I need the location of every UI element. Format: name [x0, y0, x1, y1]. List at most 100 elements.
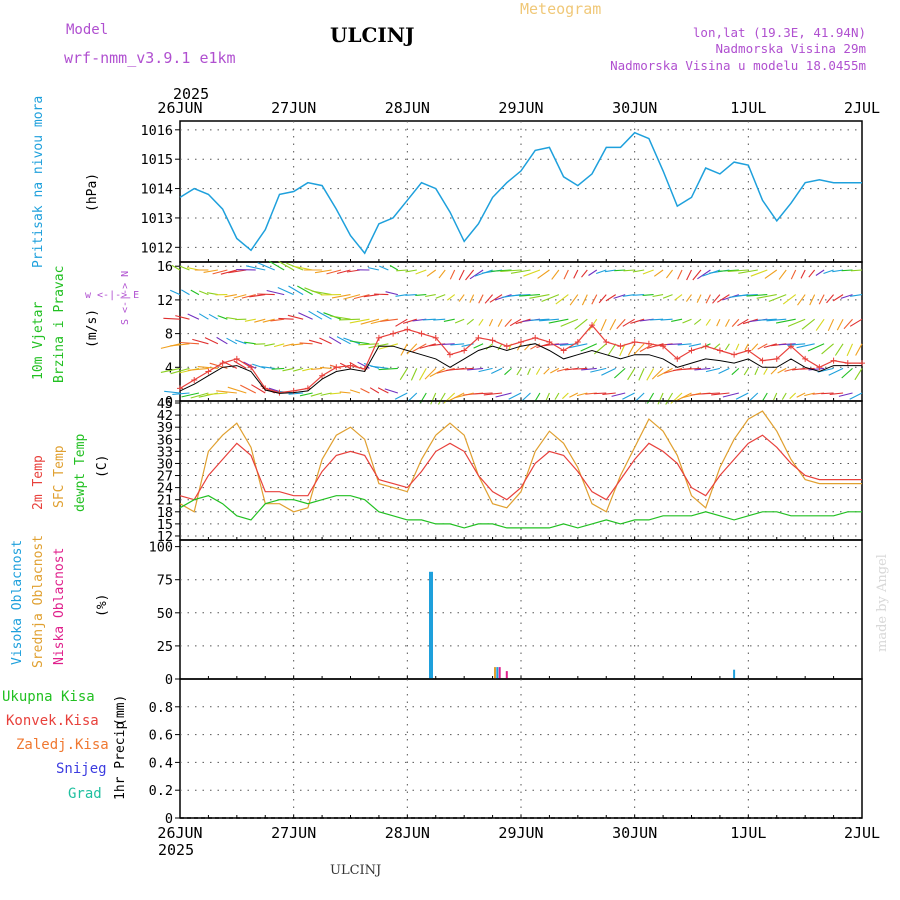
- elevation-text: Nadmorska Visina 29m: [715, 41, 866, 56]
- wind-speed-marker: [418, 330, 425, 337]
- wind-arrow: [495, 392, 512, 398]
- wind-arrow: [705, 367, 721, 373]
- wind-arrow: [718, 367, 730, 374]
- wind-legend-we: w <-|-> E: [85, 290, 139, 301]
- wind-mean-line: [179, 343, 862, 394]
- wind-arrow: [169, 289, 181, 296]
- wind-arrow: [314, 269, 332, 274]
- wind-arrow: [796, 343, 815, 349]
- wind-arrow: [694, 367, 711, 371]
- precip-unit: (mm): [113, 695, 128, 726]
- cloud-bar: [494, 667, 496, 679]
- wind-arrow: [500, 269, 522, 272]
- y-tick-label: 39: [157, 420, 173, 436]
- time-tick-label-bottom: 30JUN: [612, 824, 657, 842]
- wind-speed-marker: [773, 355, 780, 362]
- wind-arrow: [181, 289, 190, 296]
- wind-arrow: [700, 392, 720, 395]
- pressure-line: [179, 131, 862, 255]
- wind-arrow: [163, 317, 181, 320]
- wind-arrow: [484, 294, 494, 304]
- wind-arrow: [226, 316, 237, 320]
- time-tick-label-bottom: 26JUN: [157, 824, 202, 842]
- wind-arrow: [576, 392, 588, 397]
- wind-arrow: [800, 269, 806, 279]
- wind-arrow: [380, 318, 398, 322]
- wind-arrow: [378, 367, 398, 371]
- wind-arrow: [320, 392, 332, 396]
- wind-arrow: [855, 343, 863, 356]
- wind-arrow: [273, 343, 285, 348]
- wind-speed-marker: [319, 372, 326, 379]
- wind-arrow: [616, 318, 626, 330]
- wind-arrow: [662, 294, 673, 299]
- wind-arrow: [374, 293, 389, 296]
- wind-arrow: [652, 294, 664, 298]
- wind-arrow: [849, 392, 863, 400]
- wind-arrow: [160, 367, 181, 373]
- time-tick-label-bottom: 29JUN: [498, 824, 543, 842]
- wind-arrow: [580, 343, 598, 352]
- wind-arrow: [299, 392, 313, 397]
- wind-arrow: [642, 269, 654, 275]
- wind-arrow: [308, 339, 323, 345]
- wind-arrow: [551, 269, 560, 280]
- wind-arrow: [522, 392, 531, 401]
- wind-arrow: [638, 368, 645, 381]
- panel-frame: [179, 539, 863, 680]
- cloud-bar: [498, 667, 501, 679]
- wind-arrow: [469, 294, 475, 303]
- wind-arrow: [330, 315, 351, 320]
- wind-arrow: [233, 294, 247, 299]
- wind-arrow: [326, 269, 342, 275]
- wind-arrow: [602, 392, 616, 395]
- wind-arrow: [693, 318, 702, 325]
- wind-arrow: [784, 367, 796, 372]
- wind-arrow: [591, 294, 598, 305]
- wind-arrow: [336, 269, 351, 275]
- wind-arrow: [504, 318, 512, 327]
- wind-arrow: [288, 392, 304, 395]
- wind-arrow: [436, 367, 455, 374]
- wind-speed-marker: [844, 360, 851, 367]
- wind-arrow: [446, 294, 456, 301]
- wind-arrow: [415, 269, 427, 275]
- wind-arrow: [491, 367, 503, 374]
- wind-arrow: [683, 367, 702, 370]
- wind-arrow: [204, 337, 219, 345]
- wind-arrow: [415, 294, 427, 296]
- legend-hail: Grad: [68, 786, 102, 802]
- y-tick-label: 0.4: [149, 755, 173, 771]
- wind-arrow: [807, 343, 825, 352]
- sfctemp-line: [179, 410, 862, 513]
- wind-arrow: [688, 343, 702, 347]
- y-tick-label: 15: [157, 517, 173, 533]
- wind-arrow: [653, 269, 664, 277]
- wind-arrow: [622, 392, 635, 400]
- wind-arrow: [311, 367, 323, 370]
- time-tick-label-top: 30JUN: [612, 99, 657, 117]
- cloud-bar: [496, 667, 499, 679]
- wind-arrow: [581, 269, 588, 278]
- wind-speed-marker: [702, 343, 709, 350]
- wind-arrow: [778, 343, 796, 346]
- wind-arrow: [850, 269, 863, 272]
- wind-arrow: [838, 392, 853, 397]
- wind-arrow: [278, 317, 294, 320]
- wind-arrow: [735, 343, 740, 351]
- wind-arrow: [170, 367, 190, 375]
- wind-arrow: [227, 386, 247, 394]
- wind-arrow: [488, 318, 494, 327]
- wind-arrow: [763, 368, 768, 375]
- wind-arrow: [607, 343, 617, 356]
- wind-arrow: [763, 343, 777, 349]
- cloud-panel: 0 25 50 75 100: [149, 539, 863, 688]
- wind-arrow: [412, 343, 427, 353]
- cloud-bar: [429, 571, 433, 679]
- wind-arrow: [478, 294, 484, 304]
- wind-arrow: [663, 367, 683, 374]
- wind-arrow: [216, 336, 228, 345]
- wind-arrow: [249, 294, 266, 298]
- wind-arrow: [809, 294, 816, 306]
